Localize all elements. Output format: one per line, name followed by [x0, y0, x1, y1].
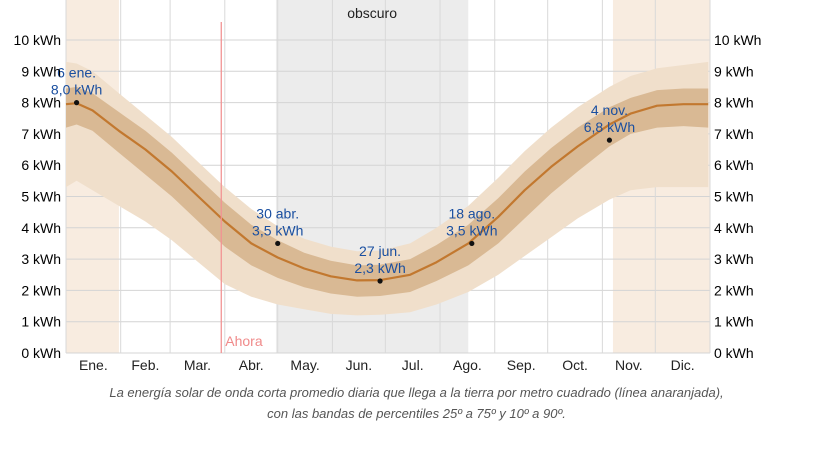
annotation-value-0: 8,0 kWh: [51, 82, 102, 98]
month-label-3: Abr.: [239, 357, 264, 373]
y-tick-left-4: 4 kWh: [21, 220, 61, 236]
y-tick-right-7: 7 kWh: [714, 126, 754, 142]
month-label-10: Nov.: [615, 357, 643, 373]
mean-line-group: [65, 102, 709, 282]
y-tick-left-1: 1 kWh: [21, 314, 61, 330]
month-label-5: Jun.: [346, 357, 372, 373]
month-label-11: Dic.: [671, 357, 695, 373]
annotation-date-0: 6 ene.: [57, 65, 96, 81]
month-label-8: Sep.: [507, 357, 536, 373]
annotation-date-2: 27 jun.: [359, 243, 401, 259]
annotation-value-3: 3,5 kWh: [446, 222, 497, 238]
y-tick-right-4: 4 kWh: [714, 220, 754, 236]
month-label-2: Mar.: [184, 357, 211, 373]
y-tick-left-9: 9 kWh: [21, 63, 61, 79]
annotation-dot-0: [73, 100, 80, 106]
y-axis-left: 0 kWh 1 kWh 2 kWh 3 kWh 4 kWh 5 kWh 6 kWh 7 kWh…: [14, 32, 61, 361]
y-tick-left-6: 6 kWh: [21, 157, 61, 173]
band-p10-p90: [66, 61, 709, 316]
mean-line: [65, 102, 709, 282]
annotation-date-4: 4 nov.: [591, 102, 628, 118]
month-label-7: Ago.: [453, 357, 482, 373]
y-tick-left-0: 0 kWh: [21, 345, 61, 361]
month-label-0: Ene.: [79, 357, 108, 373]
annotation-value-1: 3,5 kWh: [252, 222, 303, 238]
month-label-6: Jul.: [402, 357, 424, 373]
y-axis-right: 0 kWh 1 kWh 2 kWh 3 kWh 4 kWh 5 kWh 6 kWh 7 kWh…: [714, 32, 761, 361]
y-tick-right-6: 6 kWh: [714, 157, 754, 173]
annotation-date-1: 30 abr.: [256, 205, 299, 221]
y-tick-left-5: 5 kWh: [21, 189, 61, 205]
now-marker: Ahora: [220, 22, 263, 353]
now-label: Ahora: [225, 333, 263, 349]
chart-caption: La energía solar de onda corta promedio …: [0, 382, 833, 424]
annotation-value-4: 6,8 kWh: [584, 119, 635, 135]
y-tick-right-3: 3 kWh: [714, 251, 754, 267]
caption-line-2: con las bandas de percentiles 25º a 75º …: [267, 406, 566, 421]
y-tick-left-3: 3 kWh: [21, 251, 61, 267]
caption-line-1: La energía solar de onda corta promedio …: [109, 385, 724, 400]
dark-period-label: obscuro: [347, 5, 397, 21]
y-tick-right-1: 1 kWh: [714, 314, 754, 330]
month-label-4: May.: [290, 357, 319, 373]
y-tick-left-2: 2 kWh: [21, 282, 61, 298]
y-tick-right-8: 8 kWh: [714, 95, 754, 111]
annotation-date-3: 18 ago.: [448, 205, 495, 221]
y-tick-right-2: 2 kWh: [714, 282, 754, 298]
annotation-dot-1: [275, 240, 281, 247]
annotation-dot-3: [469, 240, 475, 247]
y-tick-left-10: 10 kWh: [14, 32, 61, 48]
month-label-9: Oct.: [562, 357, 588, 373]
band-p25-p75: [66, 86, 709, 297]
annotation-value-2: 2,3 kWh: [354, 260, 405, 276]
y-tick-right-10: 10 kWh: [714, 32, 761, 48]
percentile-bands: [66, 61, 709, 316]
y-tick-left-7: 7 kWh: [21, 126, 61, 142]
x-axis-months: Ene. Feb. Mar. Abr. May. Jun. Jul. Ago. Sep. Oct.…: [79, 357, 695, 373]
annotation-dot-2: [377, 278, 383, 284]
y-tick-left-8: 8 kWh: [21, 95, 61, 111]
y-tick-right-9: 9 kWh: [714, 63, 754, 79]
annotation-dot-4: [606, 137, 613, 143]
y-tick-right-0: 0 kWh: [714, 345, 754, 361]
month-label-1: Feb.: [131, 357, 159, 373]
y-tick-right-5: 5 kWh: [714, 189, 754, 205]
